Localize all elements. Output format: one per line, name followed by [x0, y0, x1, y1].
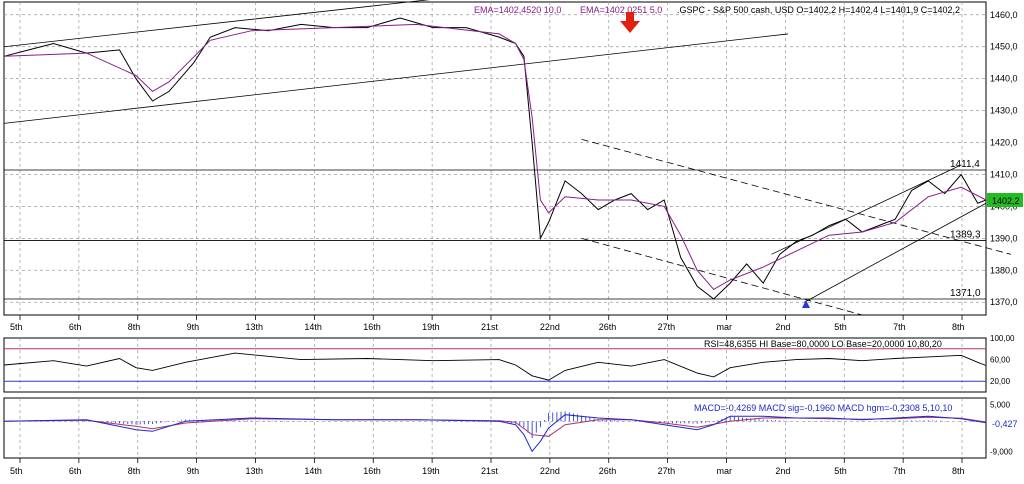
x-tick-label-top: 9th	[187, 322, 200, 332]
x-axis-top-band	[4, 318, 986, 334]
x-tick-label-top: 8th	[952, 322, 965, 332]
price-y-tick-label: 1430,0	[990, 106, 1018, 116]
rsi-y-tick-label: 20,00	[990, 377, 1011, 386]
x-tick-label-bottom: 13th	[246, 466, 264, 476]
rsi-label: RSI=48,6355 HI Base=80,0000 LO Base=20,0…	[704, 339, 942, 349]
price-y-tick-label: 1380,0	[990, 265, 1018, 275]
price-frame	[3, 1, 987, 316]
x-axis-bottom-band	[4, 462, 986, 478]
x-tick-label-top: 21st	[481, 322, 499, 332]
macd-last-label: -0,427	[992, 419, 1018, 429]
last-price-label: 1402,2	[992, 196, 1020, 206]
macd-series-line	[3, 414, 987, 453]
price-annotations: 1411,4 1389,3 1371,0	[950, 159, 981, 299]
macd-y-axis: 5,000 -9,000	[990, 401, 1013, 457]
rsi-y-axis: 100,00 60,00 20,00	[990, 334, 1015, 386]
price-y-tick-label: 1390,0	[990, 233, 1018, 243]
x-tick-label-top: 27th	[658, 322, 676, 332]
x-tick-label-top: 6th	[69, 322, 82, 332]
rsi-grid	[19, 338, 963, 392]
x-axis-top: 5th 6th 8th 9th 13th 14th 16th 19th 21st 22nd 26th…	[4, 315, 986, 334]
price-y-tick-label: 1410,0	[990, 169, 1018, 179]
x-tick-label-top: 8th	[128, 322, 141, 332]
x-tick-label-bottom: 2nd	[775, 466, 790, 476]
x-tick-label-bottom: 19th	[422, 466, 440, 476]
ema-5-label: EMA=1402,0251 5,0	[580, 5, 662, 15]
macd-panel: 5,000 -9,000 MACD=-0,4269 MACD sig=-0,196…	[3, 397, 1018, 459]
x-tick-label-top: 7th	[893, 322, 906, 332]
macd-y-tick-label: -9,000	[990, 447, 1013, 456]
x-tick-label-top: 14th	[304, 322, 322, 332]
x-tick-label-bottom: 27th	[658, 466, 676, 476]
x-tick-label-top: 19th	[422, 322, 440, 332]
price-y-tick-label: 1460,0	[990, 10, 1018, 20]
macd-frame	[3, 397, 987, 459]
macd-label: MACD=-0,4269 MACD sig=-0,1960 MACD hgm=-…	[694, 403, 952, 413]
down-channel-upper-line	[581, 138, 1011, 255]
x-tick-label-bottom: 5th	[834, 466, 847, 476]
x-tick-label-top: 5th	[10, 322, 23, 332]
x-tick-label-bottom: 16th	[363, 466, 381, 476]
price-y-tick-label: 1450,0	[990, 42, 1018, 52]
x-tick-label-bottom: 26th	[599, 466, 617, 476]
macd-grid	[4, 398, 986, 458]
price-y-tick-label: 1420,0	[990, 138, 1018, 148]
last-price-badge: 1402,2	[987, 193, 1023, 207]
macd-y-tick-label: 5,000	[990, 401, 1011, 410]
rsi-panel: 100,00 60,00 20,00 RSI=48,6355 HI Base=80,…	[3, 334, 1015, 393]
red-arrow-icon	[620, 12, 640, 33]
channel-upper-line	[3, 0, 431, 48]
x-tick-label-bottom: 9th	[187, 466, 200, 476]
x-axis-bottom: 5th 6th 8th 9th 13th 14th 16th 19th 21st 22nd 26th…	[4, 458, 986, 478]
rsi-y-tick-label: 60,00	[990, 356, 1011, 365]
x-tick-label-bottom: 5th	[10, 466, 23, 476]
price-y-tick-label: 1440,0	[990, 74, 1018, 84]
x-tick-label-top: 22nd	[540, 322, 560, 332]
price-series-line	[3, 17, 987, 300]
up-channel-lower-line	[804, 202, 987, 303]
ema-10-label: EMA=1402,4520 10,0	[474, 5, 561, 15]
x-tick-label-top: 16th	[363, 322, 381, 332]
annotation-label: 1411,4	[950, 159, 980, 170]
price-y-tick-label: 1370,0	[990, 297, 1018, 307]
channel-lower-line	[3, 33, 788, 124]
quote-label: .GSPC - S&P 500 cash, USD O=1402,2 H=140…	[677, 5, 960, 15]
x-tick-label-top: 2nd	[775, 322, 790, 332]
x-tick-label-bottom: 8th	[952, 466, 965, 476]
rsi-y-tick-label: 100,00	[990, 334, 1015, 343]
annotation-label: 1389,3	[950, 230, 981, 241]
x-tick-label-top: 26th	[599, 322, 617, 332]
x-tick-label-top: mar	[717, 322, 733, 332]
x-tick-label-bottom: 22nd	[540, 466, 560, 476]
x-tick-label-top: 5th	[834, 322, 847, 332]
x-tick-label-bottom: 14th	[304, 466, 322, 476]
trend-channels	[3, 0, 1011, 316]
annotation-label: 1371,0	[950, 288, 981, 299]
x-tick-label-top: 13th	[246, 322, 264, 332]
up-channel-upper-line	[771, 164, 962, 255]
support-resistance-lines	[4, 169, 986, 300]
rsi-series-line	[3, 352, 987, 381]
triangle-marker-icon	[802, 300, 810, 308]
x-tick-label-bottom: 21st	[481, 466, 499, 476]
x-tick-label-bottom: mar	[717, 466, 733, 476]
ema-series-line	[3, 23, 987, 291]
down-channel-lower-line	[581, 237, 863, 316]
x-tick-label-bottom: 7th	[893, 466, 906, 476]
x-tick-label-bottom: 6th	[69, 466, 82, 476]
x-tick-label-bottom: 8th	[128, 466, 141, 476]
rsi-base-lines	[4, 348, 986, 382]
price-panel: 1370,01380,01390,01400,01410,01420,01430…	[3, 0, 1023, 316]
